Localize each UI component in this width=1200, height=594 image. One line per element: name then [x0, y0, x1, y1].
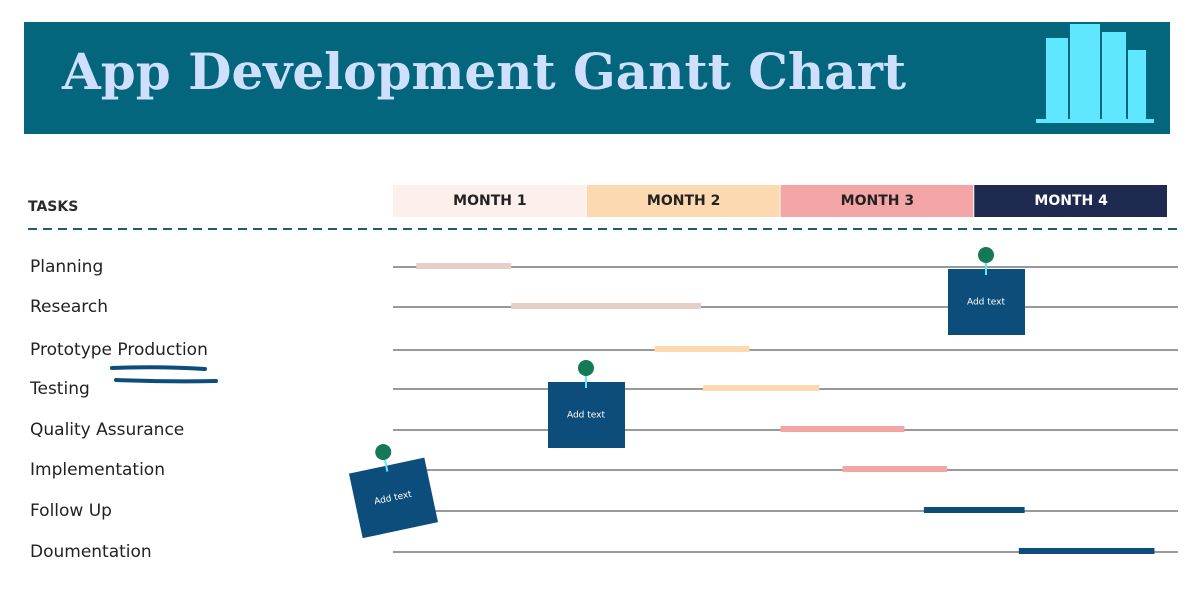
note-text: Add text	[967, 298, 1006, 308]
tasks-label: TASKS	[28, 199, 78, 215]
sticky-note: Add text	[548, 360, 625, 448]
note-paper	[348, 457, 439, 539]
task-bar	[511, 303, 702, 309]
pin-head	[578, 360, 594, 376]
task-label: Prototype Production	[30, 340, 208, 360]
note-paper	[548, 382, 625, 448]
month-label: MONTH 3	[841, 193, 914, 209]
task-bar	[780, 426, 905, 432]
pin-needle	[383, 459, 389, 472]
underline-scribble	[110, 365, 218, 384]
month-header	[780, 185, 974, 217]
month-label: MONTH 4	[1034, 193, 1108, 209]
task-bar	[703, 385, 820, 391]
task-label: Doumentation	[30, 542, 152, 562]
note-text: Add text	[567, 411, 606, 421]
task-bar	[842, 466, 948, 472]
month-header	[586, 185, 780, 217]
task-bar	[654, 346, 750, 352]
chart-title: App Development Gantt Chart	[61, 42, 906, 101]
note-paper	[948, 269, 1025, 335]
month-label: MONTH 1	[453, 193, 526, 209]
task-label: Testing	[29, 379, 90, 399]
pin-head	[978, 247, 994, 263]
sticky-note: Add text	[348, 444, 439, 539]
buildings-icon	[1036, 24, 1154, 123]
task-label: Planning	[30, 257, 103, 277]
task-bar	[923, 507, 1025, 513]
month-header	[393, 185, 586, 217]
pin-head	[375, 444, 392, 461]
task-label: Research	[30, 297, 108, 317]
task-label: Follow Up	[30, 501, 112, 521]
task-bar	[1018, 548, 1155, 554]
month-header	[974, 185, 1167, 217]
sticky-note: Add text	[948, 247, 1025, 335]
task-label: Implementation	[30, 460, 165, 480]
task-bar	[416, 263, 512, 269]
month-label: MONTH 2	[647, 193, 720, 209]
task-label: Quality Assurance	[30, 420, 184, 440]
title-banner	[24, 22, 1170, 134]
